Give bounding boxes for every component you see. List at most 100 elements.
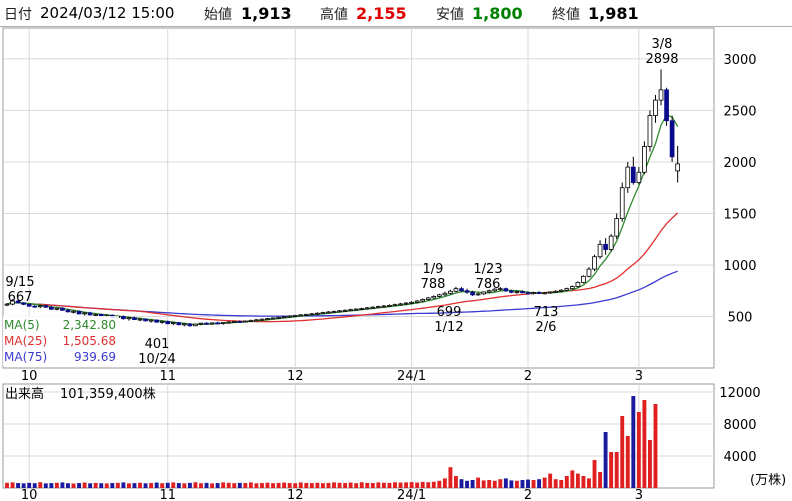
volume-bar [581,476,586,488]
volume-bars [5,396,658,488]
volume-bar [309,483,314,488]
volume-bar [548,473,553,488]
volume-bar [337,482,342,488]
candle-body [575,282,581,288]
volume-bar [365,482,370,488]
volume-bar [21,483,26,488]
volume-bar [171,482,176,488]
candle-body [331,311,337,313]
candle-body [597,243,603,258]
volume-bar [199,483,203,488]
volume-bar [77,483,81,488]
candle-body [309,313,315,316]
volume-bar [232,483,237,488]
volume-bar [442,478,447,488]
candle-body [193,323,198,327]
volume-bar [287,483,292,488]
annotation-date: 1/12 [434,320,463,335]
volume-bar [93,482,98,488]
ma-legend: MA(5) 2,342.80 MA(25) 1,505.68 MA(75) 93… [3,316,119,366]
candle-body [126,317,132,320]
candle-body [581,275,586,283]
volume-bar [82,482,87,488]
candle-body [82,312,87,315]
volume-bar [132,483,137,488]
volume-bar [647,440,652,488]
candle-body [148,319,154,322]
volume-bar [598,472,603,488]
candle-body [381,305,387,308]
volume-bar [115,482,120,488]
candle-body [536,292,542,294]
x-tick-label: 2 [524,369,532,384]
volume-bar [265,482,270,488]
volume-bar [376,482,381,488]
candle-body [176,322,182,326]
candle-body [209,322,215,325]
volume-bar [43,483,48,488]
volume-bar [143,483,148,488]
candle-body [509,290,514,293]
volume-bar [564,476,569,488]
price-y-tick-label: 1500 [723,207,756,222]
candle-body [65,309,71,313]
candle-body [76,310,82,315]
candle-body [98,314,104,317]
annotation-value: 2898 [645,52,678,67]
candle-body [520,291,525,294]
candles [4,69,680,327]
candle-body [87,312,93,316]
annotation-date: 9/15 [5,275,34,290]
volume-bar [66,483,70,488]
candle-body [159,321,165,323]
candle-body [459,288,464,292]
volume-bar [437,480,442,488]
volume-x-tick-label: 12 [287,488,304,501]
volume-unit: (万株) [750,473,786,488]
volume-bar [38,482,43,488]
volume-bar [210,483,215,488]
candle-body [564,288,570,291]
volume-bar [537,479,542,488]
candle-body [664,89,669,122]
candle-body [43,305,49,308]
volume-bar [359,482,364,488]
volume-bar [575,473,580,488]
annotation-value: 713 [534,305,559,320]
candle-body [470,291,475,296]
volume-bar [420,481,425,488]
candle-body [242,320,248,323]
x-tick-label: 3 [635,369,643,384]
candle-body [71,310,76,313]
candle-body [464,290,470,293]
datetime-value: 2024/03/12 15:00 [40,4,175,22]
price-y-tick-label: 500 [728,310,753,325]
candle-body [281,316,287,319]
volume-bar [154,482,159,488]
candle-body [137,318,143,321]
candle-body [170,322,176,325]
open-value: 1,913 [241,4,292,23]
candle-body [453,288,459,292]
volume-bar [542,477,547,488]
volume-bar [404,482,409,488]
price-panel [2,27,715,369]
ma75-legend-value: 939.69 [74,350,116,364]
volume-bar [226,482,231,488]
volume-bar [454,476,458,488]
candle-body [619,187,625,220]
close-value: 1,981 [588,4,639,23]
candle-body [337,310,342,313]
low-value: 1,800 [472,4,523,23]
volume-bar [54,482,59,488]
close-label: 終値 [552,7,580,23]
candle-body [370,306,376,309]
candle-body [15,300,21,304]
volume-x-tick-label: 2 [524,488,532,501]
candle-body [603,243,608,250]
candle-body [414,300,420,303]
date-label: 日付 [4,7,32,23]
volume-bar [298,482,303,488]
candle-body [592,256,597,270]
